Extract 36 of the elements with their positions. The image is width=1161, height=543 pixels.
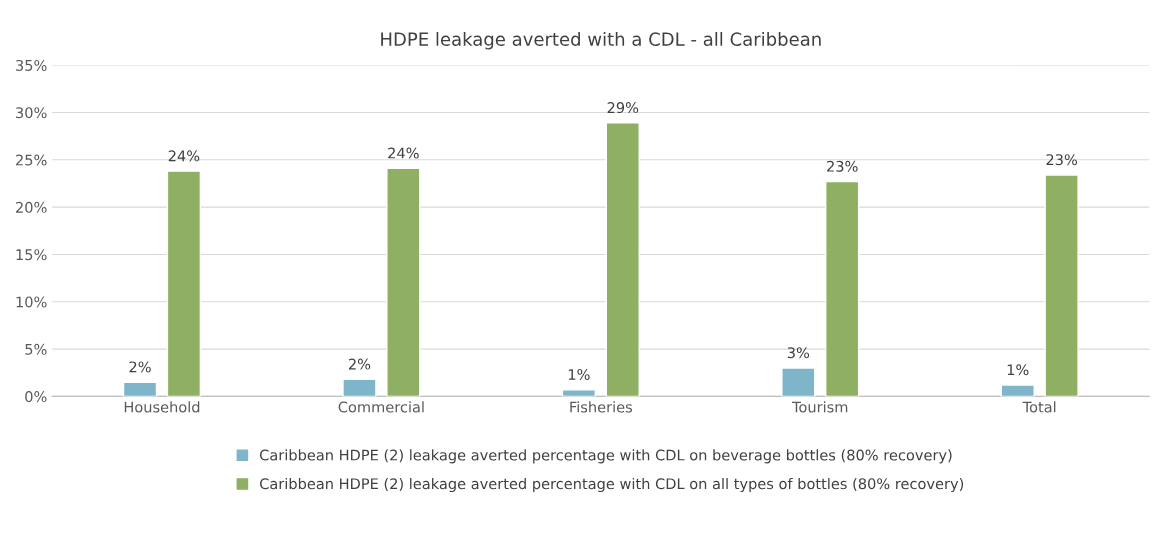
data-label: 24% xyxy=(168,150,200,162)
y-tick-label: 20% xyxy=(16,201,47,213)
y-tick-label: 0% xyxy=(25,391,47,403)
bar xyxy=(386,167,421,397)
data-label: 1% xyxy=(568,368,590,380)
y-tick-label: 15% xyxy=(16,249,47,261)
bar xyxy=(1044,174,1079,397)
bar xyxy=(781,367,816,397)
data-label: 2% xyxy=(129,361,151,373)
bar xyxy=(122,381,158,397)
legend-label: Caribbean HDPE (2) leakage averted percentage with CDL on all types of bottles (80% recovery) xyxy=(259,477,964,493)
x-tick-label: Total xyxy=(1022,401,1056,413)
data-label: 2% xyxy=(348,358,371,370)
bar xyxy=(825,180,860,397)
data-label: 1% xyxy=(1007,364,1029,376)
data-label: 29% xyxy=(607,102,639,114)
bar xyxy=(561,389,597,397)
bar xyxy=(166,170,202,397)
data-label: 23% xyxy=(1046,154,1078,166)
bar xyxy=(605,122,640,397)
y-tick-label: 10% xyxy=(16,296,47,308)
y-tick-label: 35% xyxy=(16,59,47,71)
x-tick-label: Tourism xyxy=(791,401,848,413)
chart-title: HDPE leakage averted with a CDL - all Caribbean xyxy=(381,32,821,50)
bar xyxy=(1000,384,1035,397)
x-tick-label: Household xyxy=(124,401,200,413)
y-tick-label: 30% xyxy=(16,107,47,119)
y-tick-label: 25% xyxy=(16,154,47,166)
x-tick-label: Commercial xyxy=(338,401,424,413)
data-label: 23% xyxy=(827,160,858,172)
data-label: 24% xyxy=(388,147,419,159)
y-tick-label: 5% xyxy=(25,343,47,355)
x-tick-label: Fisheries xyxy=(570,401,633,413)
bar xyxy=(342,378,377,397)
data-label: 3% xyxy=(787,347,810,359)
legend-label: Caribbean HDPE (2) leakage averted percentage with CDL on beverage bottles (80% recovery) xyxy=(259,449,952,464)
